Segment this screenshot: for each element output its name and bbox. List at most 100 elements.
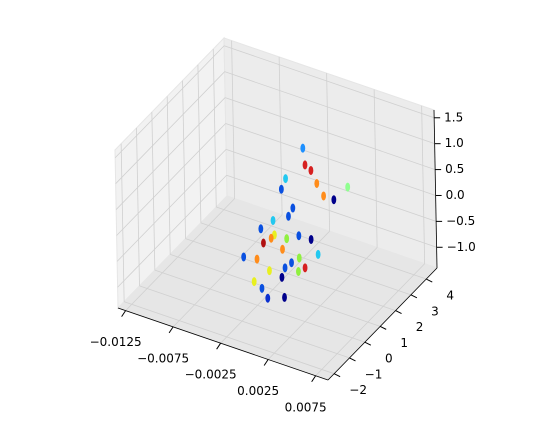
grid-line — [225, 97, 436, 170]
point — [280, 244, 285, 254]
y-tick — [410, 294, 418, 299]
grid-line — [115, 71, 225, 184]
grid-line — [216, 206, 427, 280]
point — [308, 165, 314, 175]
point — [296, 253, 302, 263]
y-tick — [426, 278, 433, 283]
grid-line — [225, 148, 437, 222]
x-tick — [121, 310, 127, 317]
point — [314, 178, 320, 188]
z-tick-label: 0.0 — [446, 188, 465, 202]
point — [296, 231, 302, 241]
grid-line — [116, 149, 227, 262]
point — [302, 263, 308, 273]
grid-line — [224, 71, 435, 145]
y-tick — [333, 373, 341, 378]
grid-line — [220, 230, 330, 344]
grid-line — [154, 269, 365, 343]
point — [265, 293, 271, 303]
x-tick-label: 0.0025 — [237, 384, 279, 398]
axis-line — [433, 109, 438, 269]
point — [282, 292, 287, 302]
x-tick — [168, 326, 174, 334]
point — [331, 195, 337, 205]
y-tick-label: 3 — [431, 304, 439, 318]
grid-line — [197, 64, 202, 223]
x-tick-label: −0.0125 — [90, 335, 142, 349]
axis-line — [117, 307, 329, 381]
x-tick-label: −0.0025 — [185, 368, 237, 382]
point — [290, 203, 296, 213]
y-tick-label: 1 — [400, 336, 408, 350]
point — [261, 238, 266, 248]
point — [270, 215, 276, 225]
point — [283, 174, 288, 184]
grid-line — [172, 214, 283, 328]
y-tick — [349, 357, 356, 362]
point — [259, 283, 265, 293]
point — [267, 266, 272, 276]
x-tick — [216, 342, 222, 350]
y-tick — [379, 325, 387, 330]
grid-line — [267, 247, 378, 360]
point — [268, 233, 274, 243]
grid-line — [136, 127, 140, 286]
grid-line — [326, 73, 331, 232]
z-tick-label: −0.5 — [446, 214, 475, 228]
grid-line — [151, 112, 156, 271]
grid-line — [315, 263, 425, 377]
point — [308, 234, 314, 244]
x-tick-label: −0.0075 — [137, 351, 189, 365]
z-tick-label: −1.0 — [447, 240, 476, 254]
x-tick-label: 0.0075 — [285, 400, 327, 414]
grid-line — [120, 143, 125, 302]
point — [282, 263, 288, 273]
point — [300, 143, 306, 153]
x-tick — [263, 359, 269, 366]
point — [345, 182, 351, 192]
z-tick-label: 1.5 — [444, 110, 463, 124]
point — [302, 160, 308, 170]
y-tick — [395, 310, 402, 315]
point — [279, 272, 285, 282]
grid-line — [231, 40, 236, 199]
grid-line — [117, 174, 227, 288]
point — [241, 252, 247, 262]
point — [315, 249, 321, 259]
grid-line — [139, 285, 350, 359]
grid-line — [373, 89, 378, 248]
grid-line — [114, 45, 225, 159]
point — [321, 191, 327, 201]
y-tick-label: 2 — [416, 320, 424, 334]
point — [286, 211, 291, 221]
y-tick-label: −1 — [365, 367, 383, 381]
point — [254, 254, 260, 264]
y-tick — [364, 341, 372, 346]
grid-line — [212, 49, 217, 208]
grid-line — [116, 123, 226, 236]
grid-line — [182, 80, 186, 239]
grid-line — [170, 253, 381, 327]
point — [296, 267, 301, 277]
y-tick-label: 4 — [446, 289, 454, 303]
point — [284, 234, 290, 244]
y-tick-label: 0 — [385, 352, 393, 366]
z-tick-label: 1.0 — [445, 136, 464, 150]
grid-line — [115, 97, 226, 210]
grid-line — [125, 198, 235, 311]
x-tick — [311, 375, 317, 383]
point — [278, 184, 284, 194]
y-tick-label: −2 — [349, 383, 367, 397]
grid-line — [124, 301, 335, 375]
grid-line — [200, 222, 412, 296]
grid-line — [185, 238, 396, 311]
grid-line — [225, 123, 436, 196]
axis-line — [327, 267, 438, 381]
grid-line — [166, 96, 171, 255]
grid-line — [421, 105, 426, 264]
z-tick-label: 0.5 — [445, 162, 464, 176]
grid-line — [224, 45, 435, 119]
grid-line — [226, 174, 437, 248]
point — [289, 258, 294, 268]
